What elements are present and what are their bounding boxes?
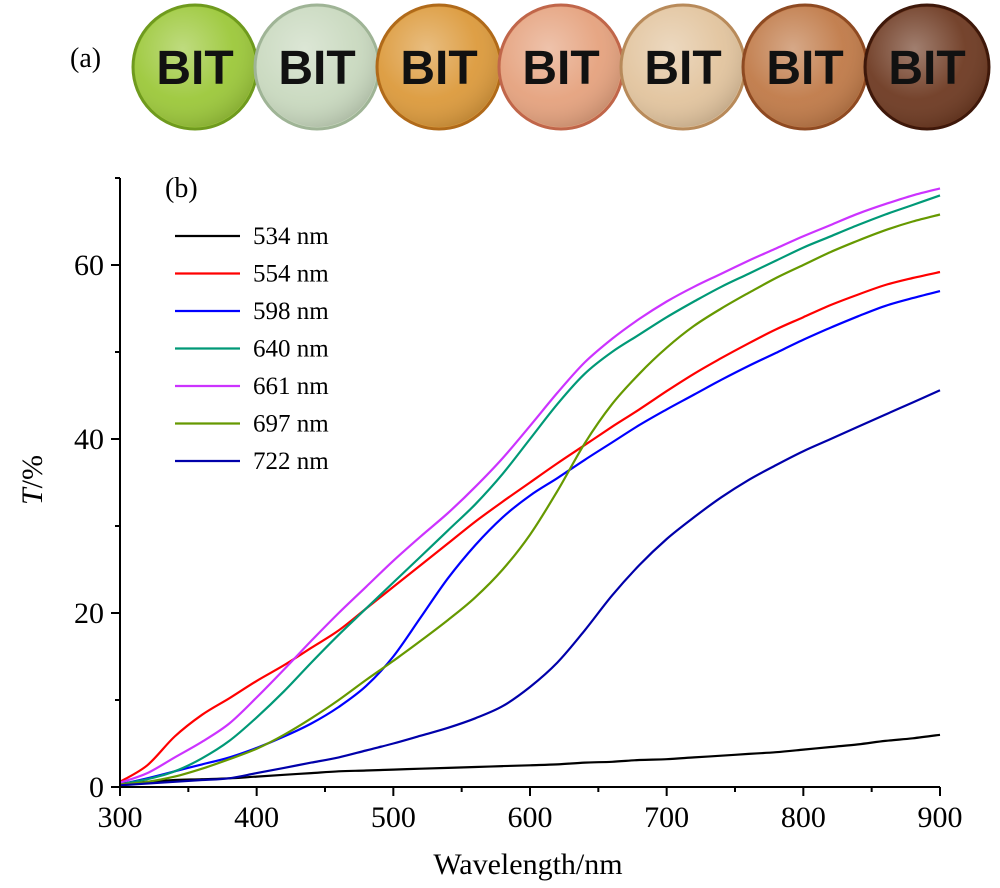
x-tick-label: 800 (781, 801, 826, 834)
legend-entry: 640 nm (175, 336, 329, 363)
sample-disc-gloss (257, 7, 377, 127)
sample-disc-6: BIT (741, 3, 869, 131)
plot-area (119, 187, 941, 787)
sample-disc-text: BIT (644, 42, 721, 95)
y-tick-label: 0 (89, 771, 104, 804)
series-line-534-nm (119, 733, 941, 785)
series-line-661-nm (119, 187, 941, 784)
sample-disc-gloss (623, 7, 743, 127)
legend-label: 640 nm (253, 336, 329, 363)
sample-disc-4: BIT (497, 3, 625, 131)
sample-disc-text: BIT (522, 42, 599, 95)
legend: 534 nm 554 nm 598 nm 640 nm 661 nm 697 nm 722 … (175, 223, 329, 475)
sample-disc-gloss (745, 7, 865, 127)
sample-disc-gloss (867, 7, 987, 127)
sample-disc-2: BIT (253, 3, 381, 131)
sample-discs: BIT BIT BIT BIT BIT BIT BIT (131, 3, 991, 131)
legend-entry: 554 nm (175, 261, 329, 288)
panel-b-label: (b) (165, 173, 198, 204)
y-tick-label: 40 (74, 423, 104, 456)
y-axis-label-italic: T (16, 486, 49, 505)
y-tick-label: 20 (74, 597, 104, 630)
y-axis-label: T/% (16, 455, 49, 505)
x-tick-label: 500 (371, 801, 416, 834)
legend-entry: 722 nm (175, 448, 329, 475)
sample-disc-1: BIT (131, 3, 259, 131)
sample-disc-text: BIT (888, 42, 965, 95)
sample-disc-3: BIT (375, 3, 503, 131)
sample-disc-gloss (379, 7, 499, 127)
y-axis-label-unit: /% (16, 455, 49, 488)
x-tick-label: 300 (98, 801, 143, 834)
legend-label: 554 nm (253, 261, 329, 288)
series-line-697-nm (119, 213, 941, 786)
sample-disc-gloss (135, 7, 255, 127)
x-tick-label: 600 (508, 801, 553, 834)
x-tick-label: 400 (234, 801, 279, 834)
sample-disc-7: BIT (863, 3, 991, 131)
legend-label: 598 nm (253, 298, 329, 325)
sample-disc-text: BIT (400, 42, 477, 95)
x-tick-label: 900 (918, 801, 963, 834)
legend-entry: 598 nm (175, 298, 329, 325)
axes: 300 400 500 600 700 800 900 0 20 40 60 (74, 177, 963, 834)
legend-entry: 661 nm (175, 373, 329, 400)
series-line-640-nm (119, 194, 941, 786)
legend-label: 722 nm (253, 448, 329, 475)
x-axis-label: Wavelength/nm (433, 848, 622, 881)
series-line-554-nm (119, 270, 941, 783)
legend-entry: 697 nm (175, 411, 329, 438)
panel-a-label: (a) (70, 43, 101, 74)
panel-a: (a) BIT BIT BIT BIT BIT BIT BIT (70, 3, 991, 131)
legend-entry: 534 nm (175, 223, 329, 250)
legend-label: 697 nm (253, 411, 329, 438)
legend-label: 534 nm (253, 223, 329, 250)
sample-disc-text: BIT (156, 42, 233, 95)
sample-disc-gloss (501, 7, 621, 127)
y-tick-label: 60 (74, 249, 104, 282)
sample-disc-text: BIT (278, 42, 355, 95)
sample-disc-text: BIT (766, 42, 843, 95)
sample-disc-5: BIT (619, 3, 747, 131)
series-line-722-nm (119, 389, 941, 787)
x-tick-label: 700 (644, 801, 689, 834)
legend-label: 661 nm (253, 373, 329, 400)
